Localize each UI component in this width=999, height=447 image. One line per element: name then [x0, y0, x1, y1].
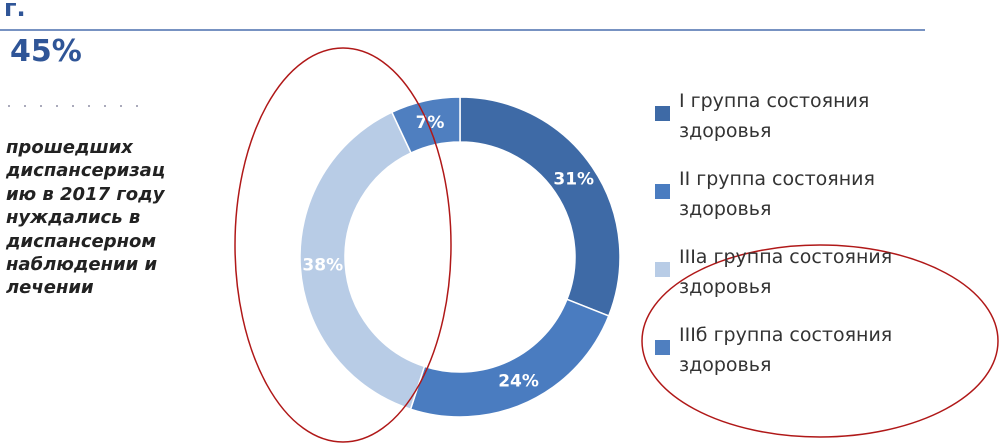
donut: 31% 24% 38% 7% — [299, 96, 621, 418]
legend-label: I группа состояния здоровья — [679, 90, 870, 142]
legend-item: IIIб группа состояния здоровья — [655, 320, 949, 380]
stat: 45% — [10, 34, 82, 69]
highlight-ellipse — [641, 244, 999, 438]
caption: прошедших диспансеризацию в 2017 году ну… — [6, 137, 166, 299]
data-label: 31% — [553, 170, 594, 190]
legend-item: II группа состояния здоровья — [655, 164, 949, 224]
legend-swatch — [655, 184, 670, 199]
donut-slice — [299, 111, 426, 411]
donut-slice — [459, 96, 621, 317]
legend-item: IIIа группа состояния здоровья — [655, 242, 949, 302]
legend-swatch — [655, 340, 670, 355]
donut-slice — [390, 96, 461, 154]
data-label: 7% — [416, 113, 445, 133]
data-label: 38% — [302, 256, 343, 276]
legend-label: IIIа группа состояния здоровья — [679, 246, 893, 298]
legend-swatch — [655, 262, 670, 277]
highlight-ellipse — [234, 47, 452, 443]
legend: I группа состояния здоровья II группа сос… — [655, 86, 955, 398]
data-label: 24% — [498, 371, 539, 391]
donut-slice — [409, 298, 610, 418]
legend-label: IIIб группа состояния здоровья — [679, 324, 893, 376]
legend-label: II группа состояния здоровья — [679, 168, 875, 220]
legend-item: I группа состояния здоровья — [655, 86, 949, 146]
legend-swatch — [655, 106, 670, 121]
year-fragment: г. — [4, 0, 26, 22]
